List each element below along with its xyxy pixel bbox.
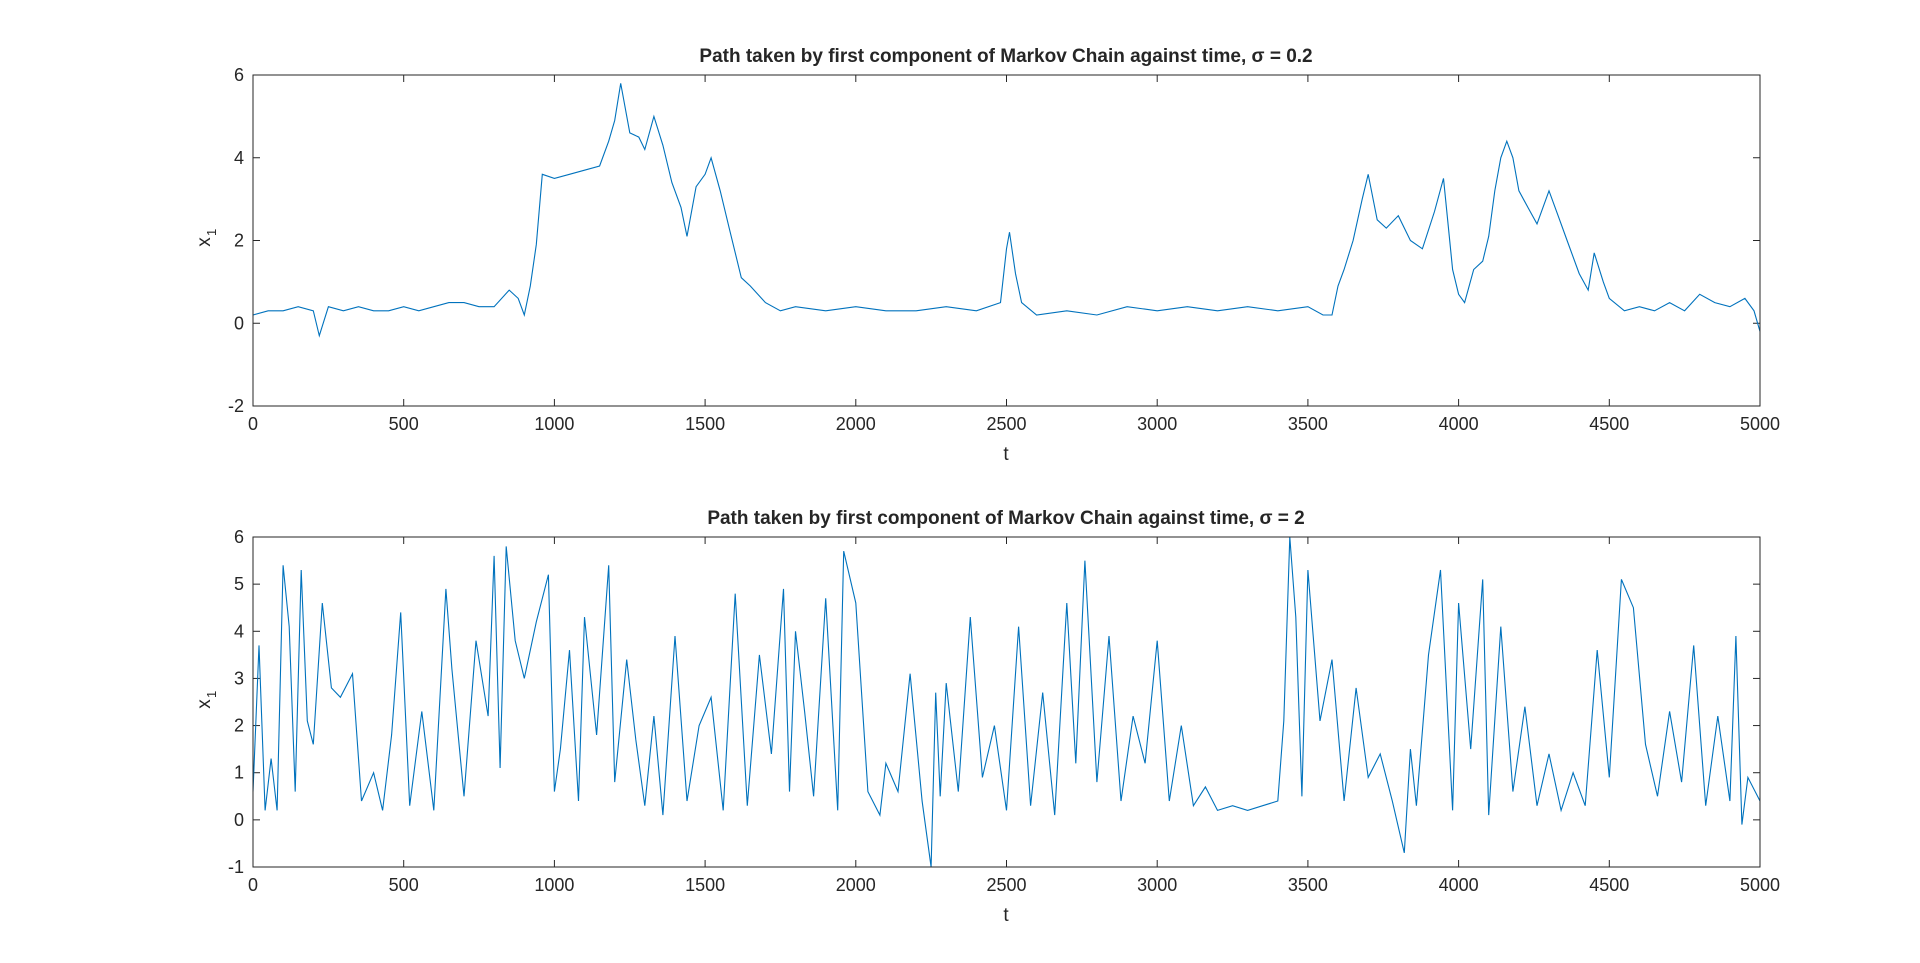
bottom-x-tick-label-8: 4000 (1439, 875, 1479, 895)
bottom-x-tick-label-10: 5000 (1740, 875, 1780, 895)
bottom-x-tick-label-1: 500 (389, 875, 419, 895)
bottom-x-tick-label-6: 3000 (1137, 875, 1177, 895)
bottom-y-tick-label-1: 0 (234, 810, 244, 830)
bottom-x-tick-label-0: 0 (248, 875, 258, 895)
top-x-tick-label-0: 0 (248, 414, 258, 434)
bottom-y-tick-label-0: -1 (228, 857, 244, 877)
top-x-tick-label-2: 1000 (534, 414, 574, 434)
bottom-y-tick-label-4: 3 (234, 668, 244, 688)
bottom-x-tick-label-7: 3500 (1288, 875, 1328, 895)
top-x-tick-label-7: 3500 (1288, 414, 1328, 434)
bottom-y-axis-label-main: x (194, 699, 215, 709)
bottom-subplot: Path taken by first component of Markov … (194, 508, 1780, 926)
bottom-y-tick-label-2: 1 (234, 763, 244, 783)
top-subplot: Path taken by first component of Markov … (194, 46, 1780, 465)
bottom-y-axis-label-subscript: 1 (204, 691, 219, 698)
bottom-x-axis-label: t (1003, 905, 1009, 926)
top-x-tick-label-4: 2000 (836, 414, 876, 434)
top-y-tick-label-2: 2 (234, 231, 244, 251)
top-x-tick-label-3: 1500 (685, 414, 725, 434)
bottom-y-axis-label: x 1 (194, 691, 219, 709)
top-x-tick-label-6: 3000 (1137, 414, 1177, 434)
top-y-tick-label-1: 0 (234, 313, 244, 333)
top-y-axis-label-main: x (194, 237, 215, 247)
top-series-line (252, 83, 1761, 338)
bottom-x-tick-label-3: 1500 (685, 875, 725, 895)
bottom-y-tick-label-5: 4 (234, 621, 244, 641)
top-y-axis-label-subscript: 1 (204, 229, 219, 236)
top-x-tick-label-5: 2500 (986, 414, 1026, 434)
bottom-x-tick-label-2: 1000 (534, 875, 574, 895)
top-y-tick-label-4: 6 (234, 65, 244, 85)
top-y-tick-label-0: -2 (228, 396, 244, 416)
top-x-tick-label-1: 500 (389, 414, 419, 434)
top-ticks: 0 500 1000 1500 2000 2500 3000 3500 4000 4500 5000… (228, 65, 1780, 434)
top-y-tick-label-3: 4 (234, 148, 244, 168)
bottom-x-tick-label-9: 4500 (1589, 875, 1629, 895)
bottom-chart-title: Path taken by first component of Markov … (707, 508, 1304, 529)
top-x-tick-label-10: 5000 (1740, 414, 1780, 434)
top-x-axis-label: t (1003, 444, 1009, 465)
bottom-y-tick-label-3: 2 (234, 716, 244, 736)
bottom-y-tick-label-6: 5 (234, 574, 244, 594)
bottom-y-tick-label-7: 6 (234, 527, 244, 547)
top-x-tick-label-8: 4000 (1439, 414, 1479, 434)
top-y-axis-label: x 1 (194, 229, 219, 247)
top-axes-frame (252, 74, 1761, 407)
top-chart-title: Path taken by first component of Markov … (699, 46, 1312, 67)
bottom-x-tick-label-4: 2000 (836, 875, 876, 895)
bottom-ticks: 0 500 1000 1500 2000 2500 3000 3500 4000 4500 5000… (228, 527, 1780, 895)
bottom-x-tick-label-5: 2500 (986, 875, 1026, 895)
bottom-series-line (252, 536, 1761, 868)
bottom-axes-frame (252, 536, 1761, 868)
top-x-tick-label-9: 4500 (1589, 414, 1629, 434)
